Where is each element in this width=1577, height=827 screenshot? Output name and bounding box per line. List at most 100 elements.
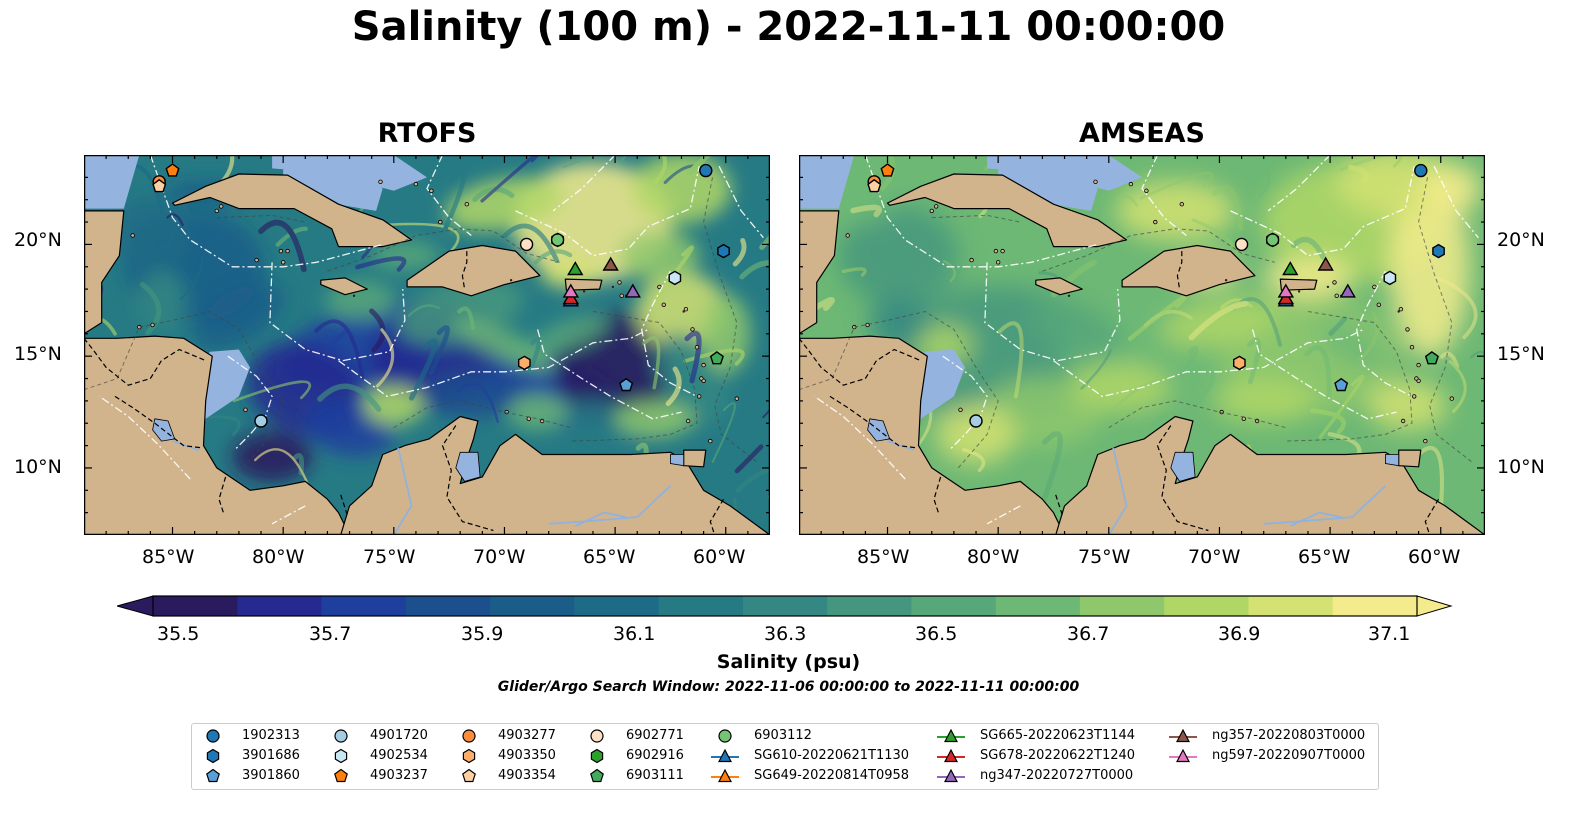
puerto-rico-land bbox=[564, 278, 603, 291]
small-island bbox=[243, 407, 248, 412]
small-island bbox=[1423, 438, 1428, 444]
argo-float-6903111 bbox=[709, 351, 724, 365]
puerto-rico-land bbox=[1279, 278, 1318, 291]
colorbar-swatch bbox=[911, 596, 997, 616]
small-island bbox=[1128, 181, 1134, 187]
hispaniola-land bbox=[1121, 244, 1256, 297]
lat-tick-label: 20°N bbox=[1497, 229, 1545, 251]
colorbar-swatch bbox=[995, 596, 1081, 616]
circle-marker-icon bbox=[462, 729, 476, 743]
lon-tick-label: 65°W bbox=[583, 546, 636, 568]
colorbar-swatch bbox=[827, 596, 912, 616]
circle-marker-icon bbox=[718, 729, 732, 743]
small-island bbox=[413, 181, 419, 187]
colorbar-swatch bbox=[658, 596, 744, 616]
colorbar-tick-label: 35.5 bbox=[157, 623, 200, 645]
gulf-mexico-corner bbox=[84, 155, 140, 209]
small-island bbox=[694, 344, 700, 350]
argo-float-4902534 bbox=[668, 270, 682, 286]
small-island bbox=[865, 322, 870, 328]
map-panel-amseas bbox=[799, 155, 1485, 535]
triangle-line-marker-icon bbox=[937, 768, 965, 783]
small-island bbox=[995, 260, 1001, 265]
small-island bbox=[1409, 344, 1415, 350]
argo-float-4903237 bbox=[880, 163, 895, 177]
yucatan-land bbox=[799, 210, 840, 335]
triangle-line-marker-icon bbox=[1169, 728, 1197, 743]
small-island bbox=[617, 280, 622, 285]
triangle-line-marker-icon bbox=[1169, 748, 1197, 763]
colorbar-swatch bbox=[1248, 596, 1334, 616]
small-island bbox=[280, 260, 286, 265]
argo-float-1902313 bbox=[1414, 163, 1428, 178]
jamaica-land bbox=[1035, 277, 1083, 296]
small-island bbox=[1000, 248, 1005, 254]
argo-float-4903354 bbox=[867, 178, 882, 193]
colorbar-tick-label: 35.7 bbox=[309, 623, 352, 645]
bathymetry-mark bbox=[1397, 310, 1400, 313]
argo-float-1902313 bbox=[699, 163, 713, 178]
jamaica-land bbox=[320, 277, 368, 296]
argo-float-6902771 bbox=[1234, 237, 1249, 252]
pentagon-marker-icon bbox=[334, 768, 348, 783]
small-island bbox=[969, 257, 974, 263]
yucatan-land bbox=[84, 210, 125, 335]
map-frame bbox=[799, 155, 1485, 535]
colorbar-tick-label: 36.9 bbox=[1218, 623, 1261, 645]
atlantic-corner bbox=[987, 155, 1142, 191]
bathymetry-mark bbox=[352, 294, 356, 297]
colorbar-swatch bbox=[321, 596, 407, 616]
lon-tick-label: 60°W bbox=[693, 546, 746, 568]
small-island bbox=[708, 438, 713, 444]
glider-SG665-20220623T1144 bbox=[567, 261, 584, 276]
argo-float-6903111 bbox=[1424, 351, 1439, 365]
lon-tick-label: 85°W bbox=[142, 546, 195, 568]
bathymetry-contours bbox=[799, 177, 1475, 469]
colorbar-swatch bbox=[490, 596, 575, 616]
small-island bbox=[254, 257, 259, 263]
small-island bbox=[683, 306, 689, 312]
hispaniola-land bbox=[406, 244, 541, 297]
bathymetry-mark bbox=[611, 285, 615, 289]
argo-float-6902771 bbox=[519, 237, 534, 252]
bathymetry-mark bbox=[682, 310, 685, 313]
small-island bbox=[619, 293, 624, 298]
small-island bbox=[845, 233, 850, 238]
gulf-of-paria bbox=[670, 454, 685, 467]
colorbar-extend-high bbox=[1416, 595, 1453, 617]
bathymetry-mark bbox=[1067, 294, 1071, 297]
pentagon-marker-icon bbox=[590, 768, 604, 783]
colorbar-swatch bbox=[405, 596, 491, 616]
small-island bbox=[1093, 179, 1098, 184]
cuba-land bbox=[886, 173, 1128, 248]
glider-SG678-20220622T1240 bbox=[1277, 290, 1295, 305]
trinidad-land bbox=[683, 449, 707, 468]
argo-float-4901720 bbox=[254, 414, 268, 428]
triangle-line-marker-icon bbox=[937, 748, 965, 763]
small-island bbox=[1179, 202, 1184, 207]
glider-ng357-20220803T0000 bbox=[602, 256, 619, 271]
small-island bbox=[1400, 418, 1406, 424]
hexagon-marker-icon bbox=[334, 748, 348, 764]
colorbar-swatch bbox=[574, 596, 660, 616]
colorbar-swatch bbox=[742, 596, 828, 616]
search-window-caption: Glider/Argo Search Window: 2022-11-06 00… bbox=[497, 679, 1080, 695]
small-island bbox=[214, 208, 219, 214]
pentagon-marker-icon bbox=[462, 768, 476, 783]
triangle-line-marker-icon bbox=[937, 728, 965, 743]
small-island bbox=[1144, 188, 1149, 193]
cuba-land bbox=[171, 173, 413, 248]
small-island bbox=[734, 396, 739, 401]
colorbar-label: Salinity (psu) bbox=[716, 651, 861, 673]
small-island bbox=[933, 204, 939, 209]
glider-ng597-20220907T0000 bbox=[562, 283, 580, 298]
small-island bbox=[993, 248, 999, 254]
small-island bbox=[1449, 396, 1454, 401]
gulf-of-paria bbox=[1385, 454, 1400, 467]
glider-SG665-20220623T1144 bbox=[1282, 261, 1299, 276]
circle-marker-icon bbox=[590, 729, 604, 743]
argo-float-4903237 bbox=[165, 163, 180, 177]
small-island bbox=[697, 394, 702, 399]
colorbar-tick-label: 36.3 bbox=[764, 623, 807, 645]
bathymetry-mark bbox=[509, 279, 513, 282]
